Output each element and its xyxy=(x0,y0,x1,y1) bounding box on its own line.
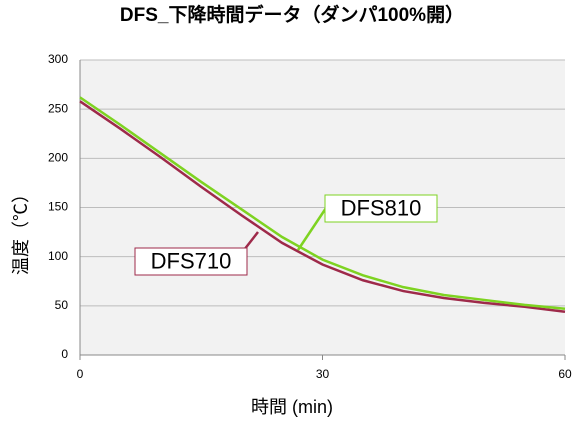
y-tick-label: 250 xyxy=(48,101,68,115)
series-label: DFS810 xyxy=(341,195,422,220)
x-tick-label: 60 xyxy=(558,367,572,381)
callout-line xyxy=(243,231,259,251)
y-tick-label: 50 xyxy=(55,298,69,312)
series-label: DFS710 xyxy=(151,248,232,273)
y-tick-label: 200 xyxy=(48,151,68,165)
y-axis-label: 温度（℃） xyxy=(11,185,31,275)
y-tick-label: 100 xyxy=(48,249,68,263)
y-tick-label: 150 xyxy=(48,200,68,214)
y-tick-label: 0 xyxy=(61,347,68,361)
y-tick-label: 300 xyxy=(48,52,68,66)
x-tick-label: 0 xyxy=(77,367,84,381)
callout-box xyxy=(324,194,438,223)
x-axis-label: 時間 (min) xyxy=(251,397,333,417)
chart-title: DFS_下降時間データ（ダンパ100%開） xyxy=(120,3,464,26)
series-line xyxy=(79,96,566,311)
x-tick-label: 30 xyxy=(316,367,330,381)
callout-line xyxy=(296,207,328,251)
callout-box xyxy=(134,247,248,276)
series-line xyxy=(79,100,566,313)
